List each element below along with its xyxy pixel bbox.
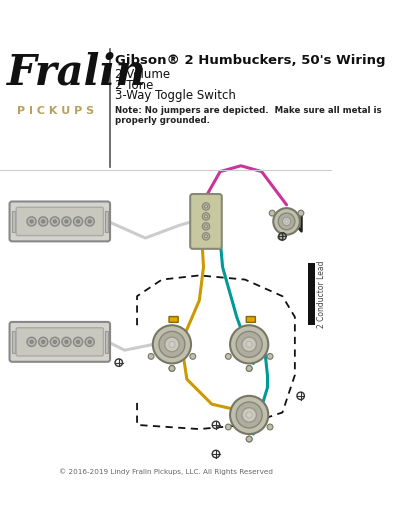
Circle shape [62, 217, 71, 226]
Circle shape [74, 337, 83, 347]
Circle shape [62, 337, 71, 347]
Circle shape [39, 217, 48, 226]
Circle shape [53, 220, 56, 223]
Text: Fralin: Fralin [7, 51, 146, 93]
Circle shape [202, 203, 210, 210]
Circle shape [246, 412, 252, 418]
FancyBboxPatch shape [10, 202, 110, 241]
Circle shape [50, 337, 59, 347]
Circle shape [230, 325, 268, 364]
Circle shape [269, 210, 275, 216]
Circle shape [246, 366, 252, 371]
Circle shape [267, 353, 273, 359]
Circle shape [42, 220, 45, 223]
Circle shape [204, 205, 208, 208]
Bar [105, 211, 108, 232]
Circle shape [169, 366, 175, 371]
Circle shape [42, 340, 45, 343]
Circle shape [159, 332, 185, 357]
Circle shape [246, 341, 252, 348]
Circle shape [267, 424, 273, 430]
Text: 2 Volume: 2 Volume [115, 68, 170, 81]
Circle shape [53, 340, 56, 343]
Circle shape [50, 217, 59, 226]
Text: P I C K U P S: P I C K U P S [17, 106, 94, 116]
Circle shape [148, 353, 154, 359]
Circle shape [27, 217, 36, 226]
Bar [308, 263, 315, 325]
Circle shape [74, 217, 83, 226]
Circle shape [242, 408, 256, 422]
Circle shape [190, 353, 196, 359]
Circle shape [85, 217, 94, 226]
Circle shape [30, 340, 33, 343]
Circle shape [65, 220, 68, 223]
Circle shape [88, 220, 91, 223]
Text: 2 Tone: 2 Tone [115, 79, 153, 92]
Circle shape [204, 215, 208, 218]
Text: © 2016-2019 Lindy Fralin Pickups, LLC. All Rights Reserved: © 2016-2019 Lindy Fralin Pickups, LLC. A… [59, 468, 273, 475]
Bar [12, 211, 14, 232]
Circle shape [39, 337, 48, 347]
Circle shape [242, 337, 256, 352]
FancyBboxPatch shape [16, 207, 104, 236]
Circle shape [246, 366, 252, 371]
Text: Note: No jumpers are depicted.  Make sure all metal is
properly grounded.: Note: No jumpers are depicted. Make sure… [115, 106, 381, 125]
Circle shape [65, 340, 68, 343]
Circle shape [27, 337, 36, 347]
Text: 3-Way Toggle Switch: 3-Way Toggle Switch [115, 90, 236, 103]
Circle shape [204, 235, 208, 238]
Circle shape [85, 337, 94, 347]
Circle shape [298, 210, 304, 216]
Circle shape [285, 220, 288, 223]
Circle shape [278, 234, 284, 240]
Circle shape [236, 332, 262, 357]
FancyBboxPatch shape [10, 322, 110, 362]
FancyBboxPatch shape [246, 316, 256, 322]
Circle shape [202, 233, 210, 240]
Circle shape [226, 353, 231, 359]
Bar [12, 331, 14, 353]
Bar [105, 331, 108, 353]
Circle shape [230, 396, 268, 434]
Circle shape [246, 436, 252, 442]
Circle shape [236, 402, 262, 428]
Circle shape [88, 340, 91, 343]
Circle shape [202, 223, 210, 230]
Circle shape [169, 366, 175, 371]
FancyBboxPatch shape [169, 316, 178, 322]
Circle shape [204, 225, 208, 228]
Circle shape [282, 217, 291, 225]
Circle shape [153, 325, 191, 364]
Circle shape [76, 340, 80, 343]
Circle shape [169, 341, 175, 348]
Text: 2 Conductor Lead: 2 Conductor Lead [317, 261, 326, 328]
Circle shape [226, 424, 231, 430]
Circle shape [165, 337, 179, 352]
Circle shape [30, 220, 33, 223]
Circle shape [246, 436, 252, 442]
Circle shape [76, 220, 80, 223]
FancyBboxPatch shape [190, 194, 222, 249]
Circle shape [202, 213, 210, 220]
Text: Gibson® 2 Humbuckers, 50's Wiring: Gibson® 2 Humbuckers, 50's Wiring [115, 54, 385, 67]
Circle shape [273, 208, 300, 235]
Circle shape [278, 213, 295, 230]
FancyBboxPatch shape [16, 328, 104, 356]
